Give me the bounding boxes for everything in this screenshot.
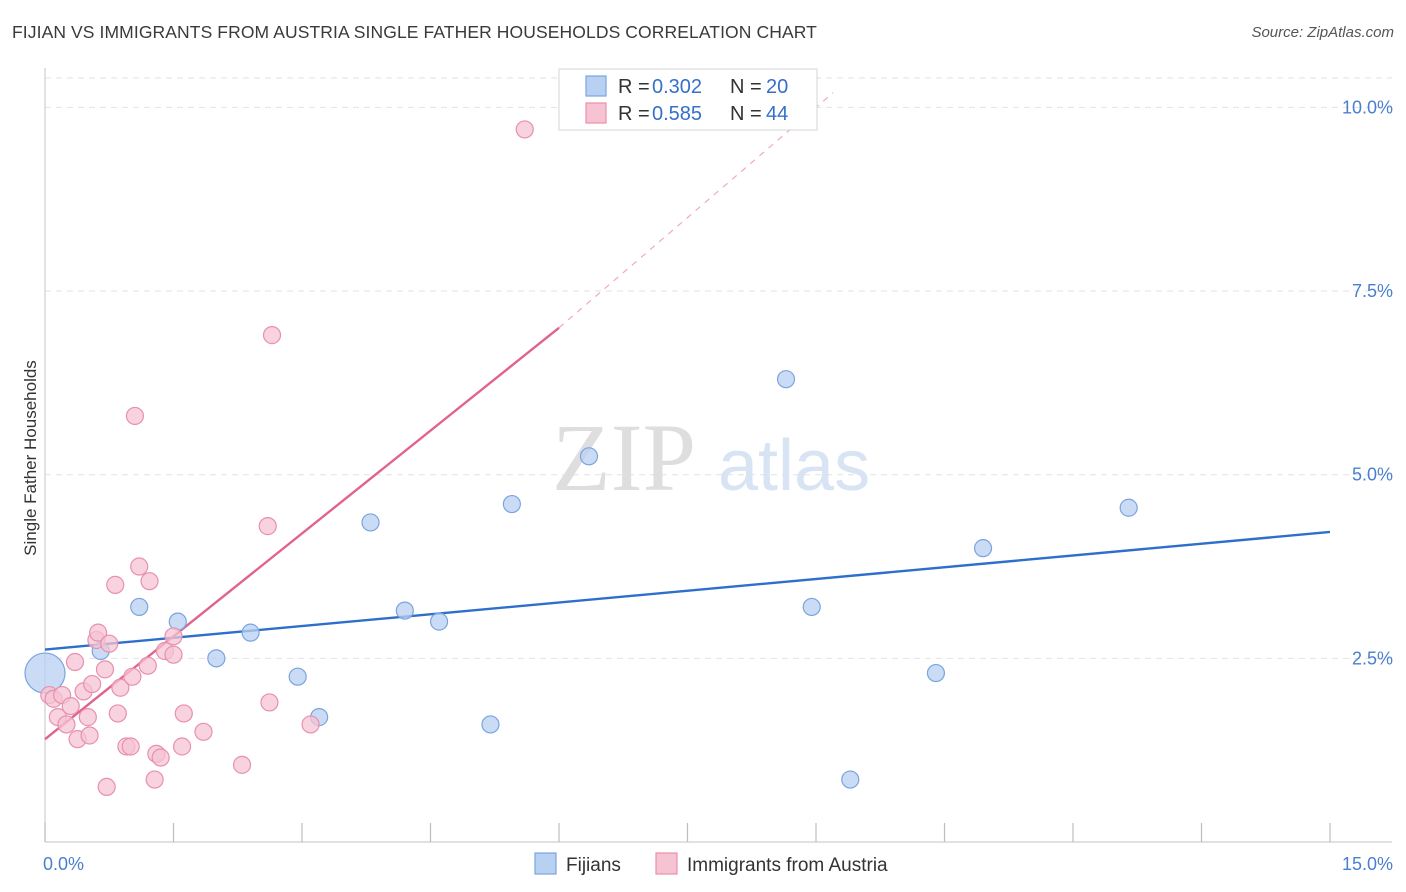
- data-point-fijians: [429, 612, 449, 631]
- data-point-austria: [232, 755, 252, 774]
- axis-layer: 2.5% 5.0% 7.5% 10.0%: [44, 68, 1393, 843]
- chart-title: FIJIAN VS IMMIGRANTS FROM AUSTRIA SINGLE…: [12, 22, 817, 42]
- bottom-legend-swatch-fijians: [534, 852, 557, 875]
- trend-line-fijians: [44, 530, 1331, 651]
- y-tick-label: 2.5%: [1352, 648, 1393, 668]
- data-point-austria: [260, 693, 279, 712]
- data-point-austria: [174, 704, 193, 723]
- data-point-austria: [123, 667, 142, 686]
- data-point-austria: [140, 572, 159, 591]
- data-point-fijians: [207, 649, 226, 668]
- data-point-austria: [515, 120, 534, 139]
- legend-r-value-fijians: 0.302: [652, 76, 702, 98]
- legend-swatch-fijians: [585, 75, 607, 97]
- data-point-austria: [194, 722, 213, 741]
- data-point-austria: [262, 326, 282, 345]
- data-point-austria: [111, 678, 130, 697]
- data-point-austria: [95, 660, 115, 679]
- data-point-austria: [164, 627, 183, 646]
- trend-extension-austria: [558, 92, 834, 329]
- watermark-atlas: atlas: [718, 426, 870, 506]
- data-point-austria: [78, 708, 97, 727]
- data-point-fijians: [841, 770, 860, 789]
- watermark: ZIP atlas: [552, 404, 870, 511]
- legend-r-label-austria: R =: [618, 103, 650, 125]
- legend-n-value-fijians: 20: [766, 76, 788, 98]
- bottom-legend: Fijians Immigrants from Austria: [534, 852, 888, 876]
- bottom-legend-label-austria: Immigrants from Austria: [687, 855, 888, 876]
- data-point-fijians: [288, 667, 307, 686]
- data-point-fijians: [130, 597, 149, 617]
- bottom-legend-label-fijians: Fijians: [566, 855, 621, 876]
- legend-n-label-austria: N =: [730, 103, 762, 125]
- legend-swatch-austria: [585, 102, 607, 124]
- data-point-austria: [89, 623, 108, 642]
- y-axis-label: Single Father Households: [21, 360, 40, 556]
- data-point-austria: [83, 674, 102, 694]
- data-point-fijians: [1119, 498, 1138, 517]
- x-tick-label-max: 15.0%: [1342, 854, 1393, 874]
- data-point-austria: [97, 777, 116, 797]
- data-point-austria: [106, 575, 125, 594]
- data-point-austria: [125, 406, 145, 426]
- legend-r-value-austria: 0.585: [652, 103, 702, 125]
- data-point-fijians: [241, 623, 260, 642]
- bottom-legend-swatch-austria: [655, 852, 678, 875]
- data-point-austria: [301, 715, 320, 734]
- y-tick-label: 5.0%: [1352, 465, 1393, 485]
- data-point-austria: [65, 652, 85, 672]
- data-point-austria: [80, 726, 99, 745]
- legend-n-value-austria: 44: [766, 103, 788, 125]
- data-point-fijians: [361, 513, 380, 532]
- data-point-fijians: [802, 597, 821, 617]
- points-layer: [24, 120, 1138, 797]
- data-point-fijians: [776, 370, 796, 389]
- data-point-fijians: [395, 601, 414, 620]
- data-point-austria: [258, 517, 277, 536]
- data-point-austria: [100, 634, 119, 653]
- data-point-fijians: [973, 539, 993, 558]
- watermark-zip: ZIP: [552, 404, 696, 511]
- data-point-austria: [164, 645, 183, 664]
- data-point-austria: [145, 770, 164, 789]
- x-tick-label-min: 0.0%: [43, 854, 84, 874]
- legend-n-label-fijians: N =: [730, 76, 762, 98]
- data-point-austria: [138, 656, 157, 675]
- data-point-fijians: [502, 494, 521, 514]
- data-point-austria: [121, 737, 140, 756]
- legend: R = 0.302 N = 20 R = 0.585 N = 44: [558, 68, 818, 131]
- y-tick-label: 10.0%: [1342, 97, 1393, 117]
- data-point-austria: [130, 557, 149, 576]
- data-point-austria: [172, 737, 192, 756]
- data-point-fijians: [579, 447, 599, 466]
- y-tick-label: 7.5%: [1352, 281, 1393, 301]
- data-point-fijians: [481, 715, 500, 734]
- data-point-austria: [61, 696, 80, 716]
- grid-layer: [45, 77, 1392, 659]
- source-label: Source: ZipAtlas.com: [1251, 24, 1394, 41]
- data-point-austria: [108, 704, 127, 723]
- data-point-austria: [57, 715, 76, 734]
- data-point-fijians: [926, 663, 946, 683]
- data-point-austria: [151, 748, 170, 767]
- legend-r-label-fijians: R =: [618, 76, 650, 98]
